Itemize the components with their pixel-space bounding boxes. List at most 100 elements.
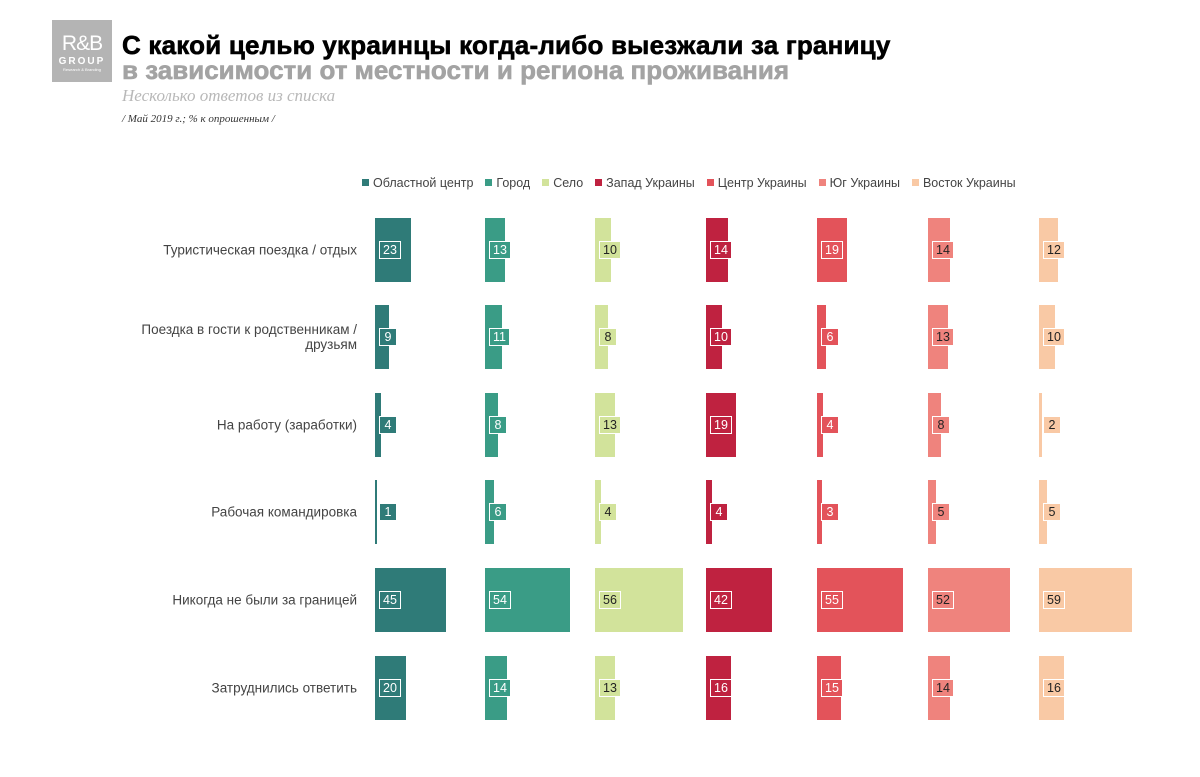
bar: 10 [595,218,621,282]
data-label: 4 [379,416,397,434]
bar: 4 [375,393,397,457]
data-label: 16 [1043,679,1065,697]
category-label: Затруднились ответить [211,680,357,696]
bar: 15 [817,656,843,720]
legend-swatch [542,179,550,186]
page-title: С какой целью украинцы когда-либо выезжа… [122,30,891,61]
bar: 14 [928,218,954,282]
legend-swatch [362,179,369,186]
data-label: 10 [1043,328,1065,346]
legend-swatch [706,179,714,186]
bar: 4 [817,393,839,457]
bar: 5 [928,480,950,544]
bar: 3 [817,480,839,544]
legend-item: Село [542,176,583,190]
data-label: 14 [710,241,732,259]
data-label: 4 [599,503,617,521]
bar: 13 [595,656,621,720]
legend-item: Город [485,176,530,190]
data-label: 56 [599,591,621,609]
data-label: 19 [710,416,732,434]
bar: 6 [817,305,839,369]
bar: 13 [485,218,511,282]
data-label: 9 [379,328,397,346]
bar: 52 [928,568,1010,632]
bar: 59 [1039,568,1132,632]
data-label: 42 [710,591,732,609]
bar: 6 [485,480,507,544]
bar: 10 [706,305,732,369]
category-label: Поездка в гости к родственникам / друзья… [141,322,357,352]
bar: 14 [928,656,954,720]
bar: 45 [375,568,446,632]
legend-label: Восток Украины [922,176,1016,190]
data-label: 8 [599,328,617,346]
data-label: 19 [821,241,843,259]
bar: 23 [375,218,412,282]
bar: 14 [485,656,511,720]
legend-item: Юг Украины [818,176,900,190]
data-label: 10 [710,328,732,346]
data-label: 5 [932,503,950,521]
bar: 56 [595,568,683,632]
legend-item: Центр Украины [706,176,807,190]
bar: 4 [706,480,728,544]
data-label: 16 [710,679,732,697]
legend: Областной центр Город Село Запад Украины Цен… [362,176,1016,190]
bar: 19 [706,393,736,457]
data-label: 55 [821,591,843,609]
data-label: 13 [489,241,511,259]
category-label: Туристическая поездка / отдых [163,242,357,258]
data-label: 11 [489,328,510,346]
data-label: 10 [599,241,621,259]
legend-swatch [911,179,919,186]
source-note: / Май 2019 г.; % к опрошенным / [122,113,275,125]
data-label: 52 [932,591,954,609]
bar: 19 [817,218,847,282]
legend-item: Областной центр [362,176,473,190]
bar: 16 [1039,656,1065,720]
data-label: 12 [1043,241,1065,259]
data-label: 2 [1043,416,1061,434]
data-label: 15 [821,679,843,697]
data-label: 23 [379,241,401,259]
category-label: На работу (заработки) [216,417,357,433]
category-label: Никогда не были за границей [172,592,357,608]
page-subtitle: в зависимости от местности и региона про… [122,55,790,86]
data-label: 13 [599,416,621,434]
legend-label: Юг Украины [829,176,900,190]
data-label: 3 [821,503,839,521]
logo-group: GROUP [58,56,106,67]
bar: 4 [595,480,617,544]
data-label: 45 [379,591,401,609]
legend-item: Запад Украины [595,176,695,190]
data-label: 8 [489,416,507,434]
legend-label: Село [553,176,584,190]
bar: 1 [375,480,397,544]
data-label: 54 [489,591,511,609]
data-label: 13 [932,328,954,346]
legend-swatch [485,179,493,186]
data-label: 4 [821,416,839,434]
bar: 12 [1039,218,1065,282]
bar: 10 [1039,305,1065,369]
data-label: 59 [1043,591,1065,609]
legend-swatch [818,179,826,186]
bar: 54 [485,568,570,632]
logo-tagline: Research & Branding [62,67,102,72]
legend-swatch [595,179,603,186]
data-label: 6 [489,503,507,521]
legend-label: Город [496,176,531,190]
bar: 11 [485,305,510,369]
data-label: 5 [1043,503,1061,521]
data-label: 6 [821,328,839,346]
bar: 14 [706,218,732,282]
data-label: 14 [932,679,954,697]
data-label: 4 [710,503,728,521]
bar: 5 [1039,480,1061,544]
bar: 13 [928,305,954,369]
data-label: 14 [489,679,511,697]
note: Несколько ответов из списка [122,86,336,105]
data-label: 14 [932,241,954,259]
legend-label: Запад Украины [606,176,695,190]
